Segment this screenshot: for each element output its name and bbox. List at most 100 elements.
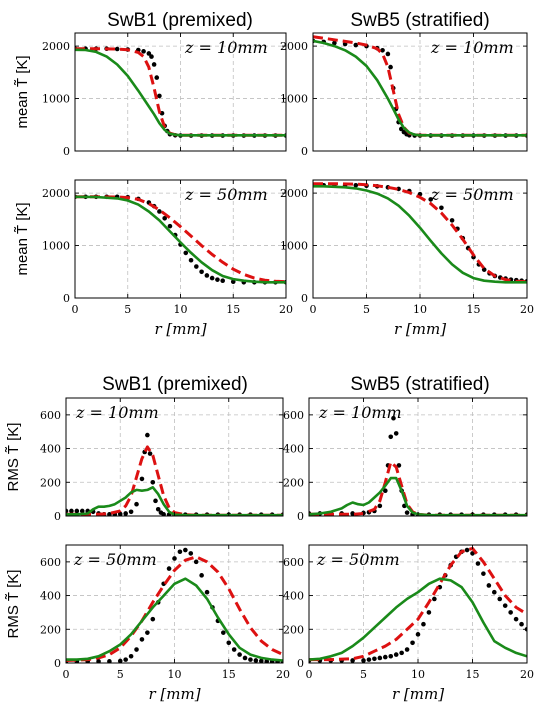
data-point <box>230 279 236 285</box>
x-tick-label: 15 <box>466 668 480 681</box>
y-tick-label: 400 <box>283 590 304 603</box>
data-point <box>69 508 74 514</box>
data-point <box>481 571 486 576</box>
x-tick-label: 20 <box>276 668 290 681</box>
series-group <box>75 194 286 285</box>
y-tick-label: 0 <box>301 292 308 305</box>
y-tick-label: 0 <box>297 510 304 523</box>
y-tick-label: 600 <box>40 409 61 422</box>
y-tick-label: 2000 <box>280 187 308 200</box>
data-point <box>96 659 101 663</box>
data-point <box>199 269 204 275</box>
data-point <box>155 506 161 512</box>
y-tick-label: 600 <box>283 409 304 422</box>
y-tick-label: 400 <box>40 590 61 603</box>
x-tick-label: 5 <box>360 668 367 681</box>
y-axis-label: RMS T̃ [K] <box>5 570 22 639</box>
annotation-label: z = 50mm <box>430 185 514 204</box>
data-point <box>432 596 437 602</box>
y-tick-label: 2000 <box>280 40 308 53</box>
data-point <box>162 215 167 221</box>
x-tick-label: 15 <box>222 668 236 681</box>
x-axis-label: r [mm] <box>392 685 444 703</box>
data-point <box>193 559 199 565</box>
data-point <box>399 650 404 656</box>
data-point <box>513 616 519 622</box>
y-axis-label: mean T̃ [K] <box>14 55 31 128</box>
data-point <box>366 657 372 662</box>
data-point <box>145 432 150 438</box>
chart-panel-1: 0 1000 2000 z = 10mm mean T̃ [K] <box>14 32 287 158</box>
data-point <box>183 547 188 553</box>
y-tick-label: 2000 <box>42 187 70 200</box>
x-tick-label: 0 <box>306 668 313 681</box>
y-axis-label: mean T̃ [K] <box>14 202 31 275</box>
y-tick-label: 400 <box>283 443 304 456</box>
data-point <box>157 209 162 214</box>
data-point <box>380 48 385 53</box>
data-point <box>167 223 173 229</box>
data-point <box>428 197 434 202</box>
x-axis-label: r [mm] <box>394 320 446 338</box>
data-point <box>141 49 146 54</box>
x-tick-label: 20 <box>279 303 293 316</box>
annotation-label: z = 10mm <box>430 38 514 57</box>
data-point <box>470 551 475 556</box>
data-point <box>242 655 248 661</box>
data-point <box>150 479 156 485</box>
data-point <box>188 551 194 556</box>
data-point <box>188 257 194 263</box>
data-point <box>519 621 524 627</box>
annotation-label: z = 10mm <box>318 403 402 422</box>
x-tick-label: 20 <box>520 303 534 316</box>
y-tick-label: 200 <box>283 623 304 636</box>
series-group <box>75 46 286 138</box>
series-group <box>66 547 283 663</box>
col-title-top-right: SwB5 (stratified) <box>350 10 489 31</box>
y-tick-label: 0 <box>54 510 61 523</box>
x-tick-label: 5 <box>124 303 131 316</box>
y-tick-label: 0 <box>63 292 70 305</box>
x-tick-label: 10 <box>411 668 425 681</box>
series-group <box>66 432 283 516</box>
data-point <box>502 603 508 608</box>
data-point <box>123 511 128 516</box>
y-tick-label: 1000 <box>280 93 308 106</box>
data-point <box>221 630 226 635</box>
data-point <box>123 657 128 662</box>
data-point <box>350 511 355 516</box>
x-axis-label: r [mm] <box>148 685 200 703</box>
col-title-bottom-right: SwB5 (stratified) <box>350 374 489 395</box>
data-point <box>475 561 481 566</box>
data-point <box>259 658 264 663</box>
series-group <box>313 35 527 138</box>
annotation-label: z = 50mm <box>73 550 157 569</box>
dashed-line <box>309 546 527 662</box>
chart-panel-2: 0 1000 2000 z = 10mm <box>280 32 528 158</box>
x-axis-label: r [mm] <box>154 320 206 338</box>
x-tick-label: 5 <box>117 668 124 681</box>
col-title-bottom-left: SwB1 (premixed) <box>102 374 248 395</box>
data-point <box>66 508 69 514</box>
y-tick-label: 400 <box>40 443 61 456</box>
data-point <box>383 654 388 660</box>
chart-panel-5: 0 200 400 600 z = 10mm RMS T̃ [K] <box>5 397 284 523</box>
dashed-line <box>66 555 283 662</box>
data-point <box>404 647 410 652</box>
data-point <box>372 656 377 662</box>
data-point <box>149 54 154 59</box>
data-point <box>332 40 337 46</box>
series-group <box>309 415 527 516</box>
data-point <box>377 655 383 661</box>
data-point <box>253 658 259 663</box>
chart-panel-4: 0 5 10 15 20 0 1000 2000 z = 50mm r [mm] <box>280 179 534 338</box>
data-point <box>388 434 394 440</box>
y-tick-label: 200 <box>283 476 304 489</box>
data-point <box>231 647 237 652</box>
data-point <box>166 566 172 571</box>
data-point <box>153 498 158 504</box>
data-point <box>385 51 391 57</box>
